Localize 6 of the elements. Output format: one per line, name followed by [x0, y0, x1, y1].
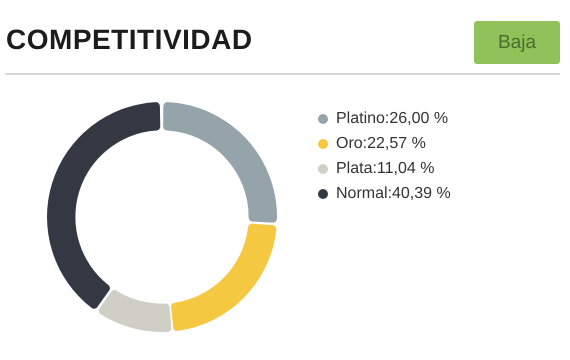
- legend-label: Oro:22,57 %: [336, 134, 426, 152]
- chart-title: COMPETITIVIDAD: [6, 24, 253, 56]
- text: Baja: [474, 21, 560, 64]
- legend-label: Platino:26,00 %: [336, 110, 448, 128]
- legend-label: Plata:11,04 %: [336, 160, 434, 178]
- legend-label: Normal:40,39 %: [336, 184, 451, 202]
